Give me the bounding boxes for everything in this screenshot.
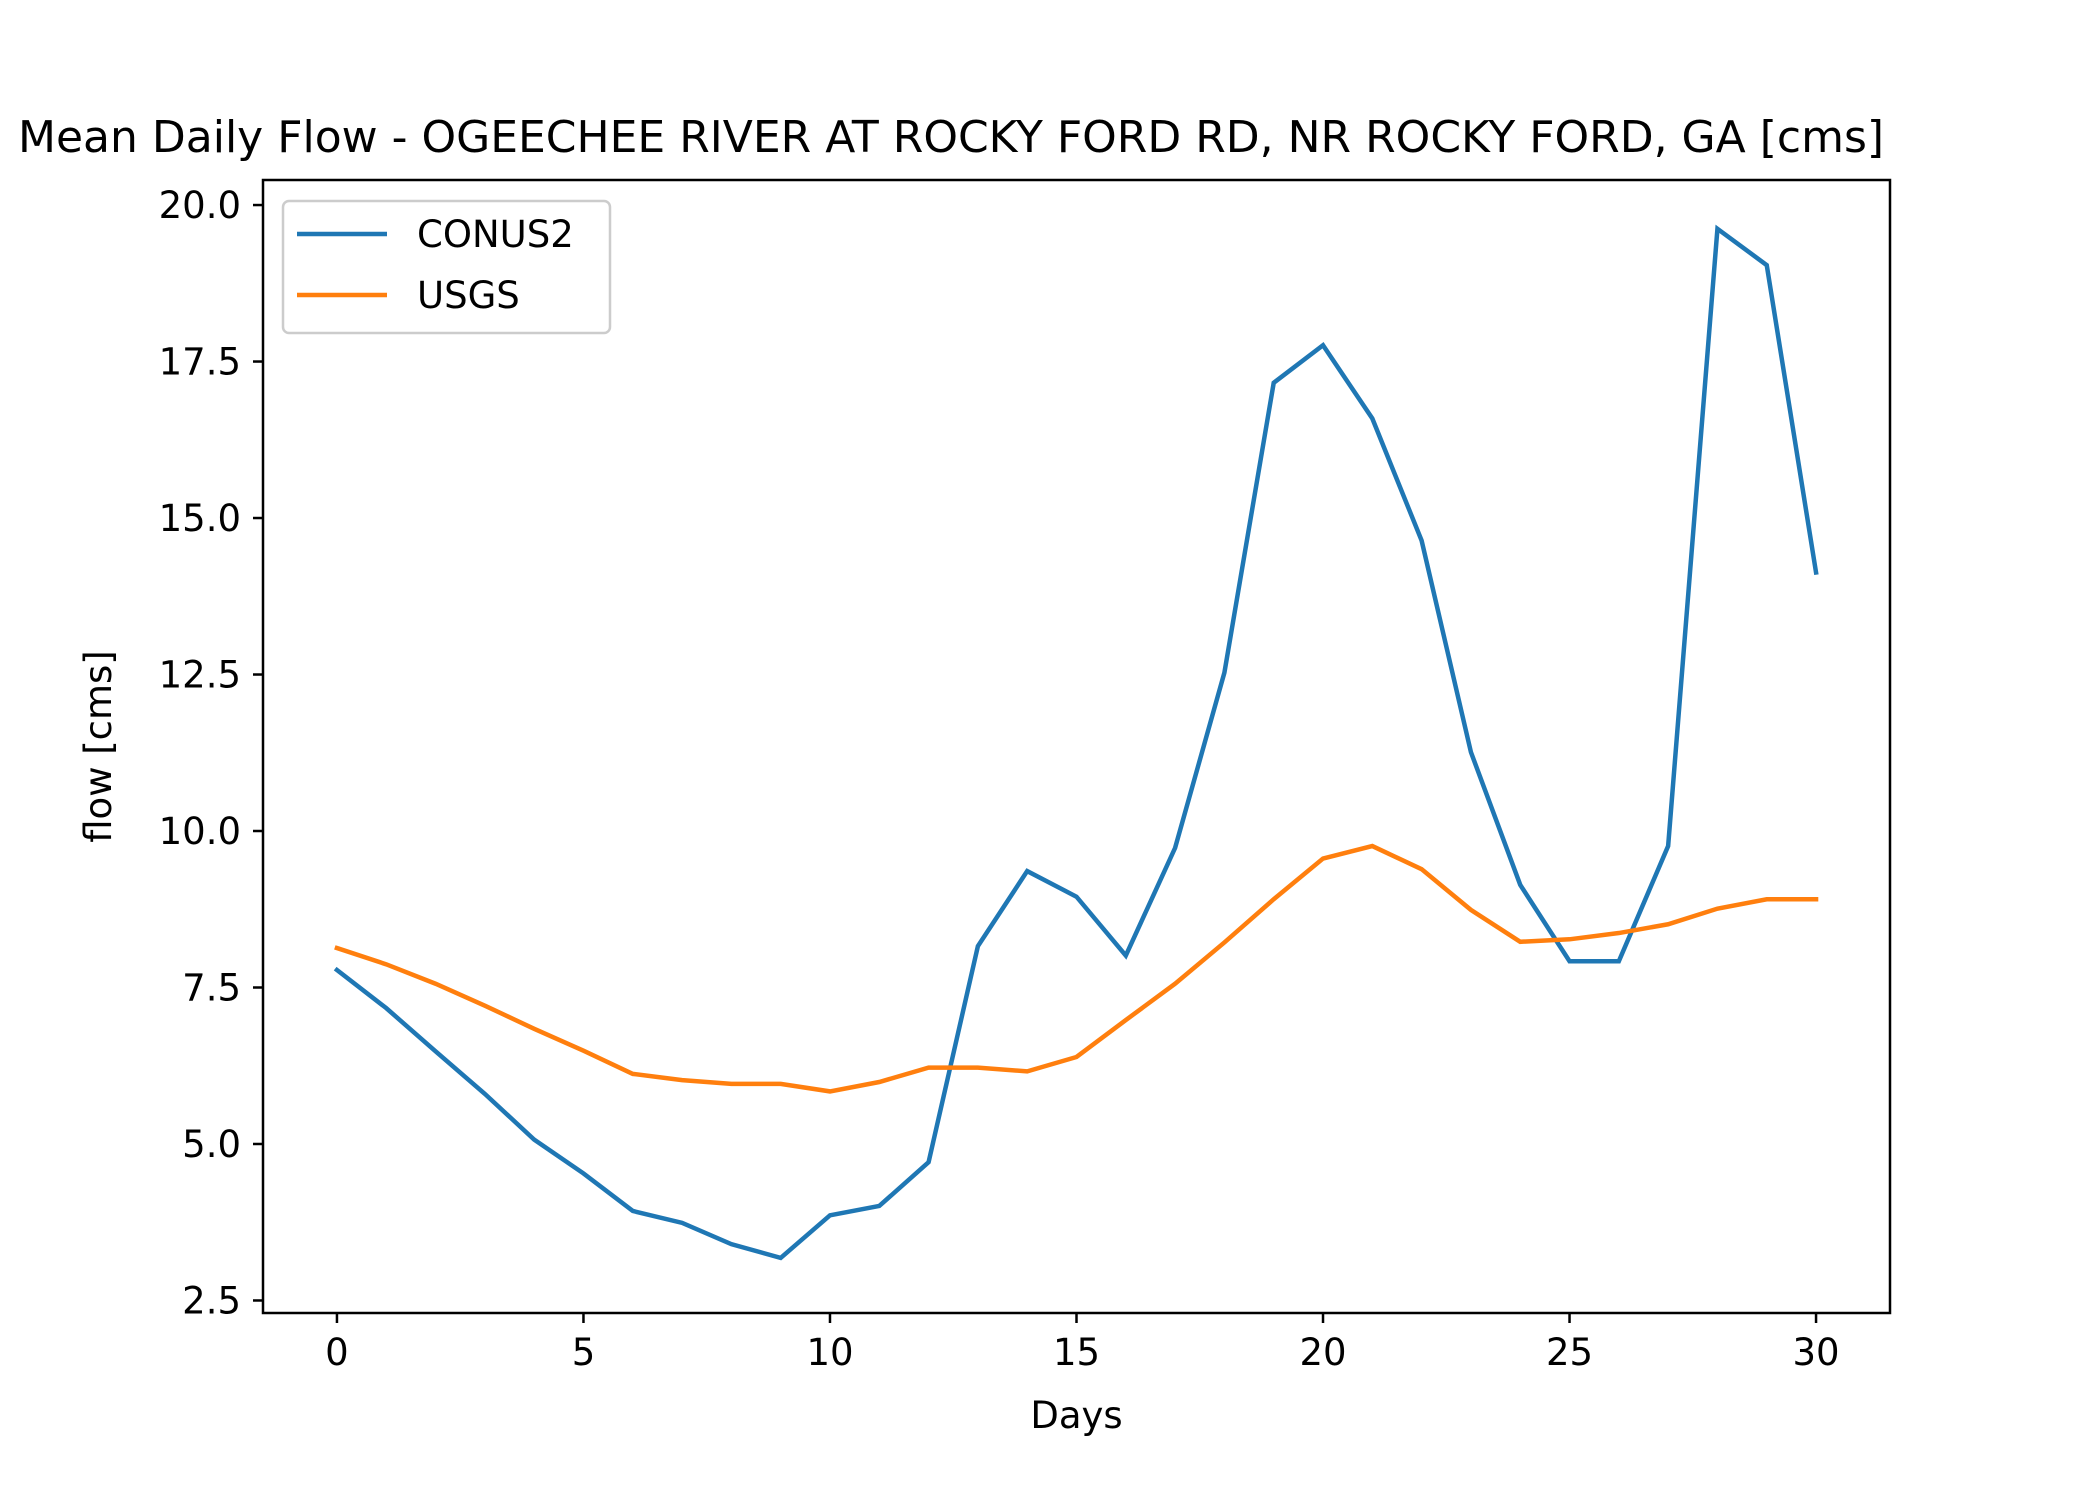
data-point-usgs	[1814, 897, 1818, 901]
data-point-conus2	[779, 1256, 783, 1260]
data-point-conus2	[1765, 263, 1769, 267]
data-point-usgs	[1765, 897, 1769, 901]
data-point-conus2	[927, 1160, 931, 1164]
data-point-usgs	[1568, 937, 1572, 941]
data-point-usgs	[483, 1004, 487, 1008]
y-tick-label: 7.5	[182, 966, 241, 1009]
series-line-usgs	[334, 843, 1819, 1094]
x-tick-label: 25	[1546, 1331, 1593, 1374]
data-point-conus2	[976, 944, 980, 948]
data-point-usgs	[1025, 1069, 1029, 1073]
data-point-usgs	[976, 1066, 980, 1070]
series-layer	[333, 224, 1819, 1261]
x-tick-label: 10	[806, 1331, 853, 1374]
legend-label-usgs: USGS	[417, 274, 520, 317]
chart-title: Mean Daily Flow - OGEECHEE RIVER AT ROCK…	[18, 112, 1884, 163]
data-point-usgs	[581, 1049, 585, 1053]
data-point-conus2	[532, 1138, 536, 1142]
y-tick-label: 5.0	[182, 1123, 241, 1166]
series-line-conus2	[333, 224, 1819, 1261]
data-point-usgs	[1370, 844, 1374, 848]
legend: CONUS2 USGS	[281, 199, 612, 335]
data-point-usgs	[1518, 940, 1522, 944]
data-point-conus2	[1321, 343, 1325, 347]
data-point-usgs	[1469, 908, 1473, 912]
plot-area	[261, 178, 1892, 1315]
data-point-usgs	[1272, 897, 1276, 901]
x-axis: 0 5 10 15 20 25 30	[325, 1313, 1840, 1374]
data-point-conus2	[1469, 750, 1473, 754]
data-point-conus2	[1173, 846, 1177, 850]
data-point-conus2	[1617, 959, 1621, 963]
data-point-conus2	[1222, 671, 1226, 675]
data-point-conus2	[581, 1171, 585, 1175]
data-point-conus2	[1420, 539, 1424, 543]
y-tick-label: 20.0	[159, 184, 241, 227]
data-point-usgs	[384, 962, 388, 966]
data-point-usgs	[335, 946, 339, 950]
data-point-conus2	[631, 1209, 635, 1213]
data-point-conus2	[1124, 954, 1128, 958]
data-point-usgs	[1222, 940, 1226, 944]
x-tick-label: 30	[1792, 1331, 1839, 1374]
data-point-usgs	[877, 1080, 881, 1084]
y-tick-label: 15.0	[159, 497, 241, 540]
data-point-conus2	[1272, 381, 1276, 385]
y-axis-label: flow [cms]	[77, 650, 120, 843]
y-tick-label: 12.5	[159, 654, 241, 697]
data-point-conus2	[828, 1213, 832, 1217]
y-tick-label: 2.5	[182, 1279, 241, 1322]
data-point-usgs	[1124, 1018, 1128, 1022]
data-point-usgs	[927, 1066, 931, 1070]
x-tick-label: 0	[325, 1331, 349, 1374]
data-point-usgs	[1666, 922, 1670, 926]
data-point-usgs	[631, 1072, 635, 1076]
data-point-usgs	[1075, 1055, 1079, 1059]
data-point-conus2	[1025, 869, 1029, 873]
data-point-conus2	[1075, 895, 1079, 899]
x-tick-label: 20	[1299, 1331, 1346, 1374]
data-point-conus2	[335, 968, 339, 972]
y-axis: 2.5 5.0 7.5 10.0 12.5 15.0 17.5 20.0	[159, 184, 263, 1322]
data-point-conus2	[1370, 416, 1374, 420]
data-point-conus2	[877, 1204, 881, 1208]
data-point-conus2	[483, 1092, 487, 1096]
data-point-usgs	[434, 982, 438, 986]
data-point-usgs	[828, 1089, 832, 1093]
data-point-conus2	[1518, 883, 1522, 887]
data-point-usgs	[1617, 931, 1621, 935]
data-point-conus2	[1568, 959, 1572, 963]
data-point-conus2	[434, 1049, 438, 1053]
data-point-usgs	[1715, 907, 1719, 911]
data-point-usgs	[532, 1027, 536, 1031]
data-point-conus2	[680, 1221, 684, 1225]
data-point-usgs	[680, 1078, 684, 1082]
plot-background	[263, 180, 1890, 1313]
y-tick-label: 17.5	[159, 341, 241, 384]
data-point-conus2	[1814, 570, 1818, 574]
data-point-usgs	[1173, 982, 1177, 986]
data-point-usgs	[779, 1082, 783, 1086]
x-tick-label: 15	[1053, 1331, 1100, 1374]
y-tick-label: 10.0	[159, 810, 241, 853]
legend-label-conus2: CONUS2	[417, 213, 574, 256]
data-point-conus2	[384, 1006, 388, 1010]
data-point-conus2	[1666, 844, 1670, 848]
data-point-conus2	[729, 1242, 733, 1246]
x-tick-label: 5	[572, 1331, 596, 1374]
data-point-usgs	[1420, 867, 1424, 871]
data-point-conus2	[1715, 227, 1719, 231]
x-axis-label: Days	[1030, 1394, 1122, 1437]
data-point-usgs	[1321, 857, 1325, 861]
data-point-usgs	[729, 1082, 733, 1086]
